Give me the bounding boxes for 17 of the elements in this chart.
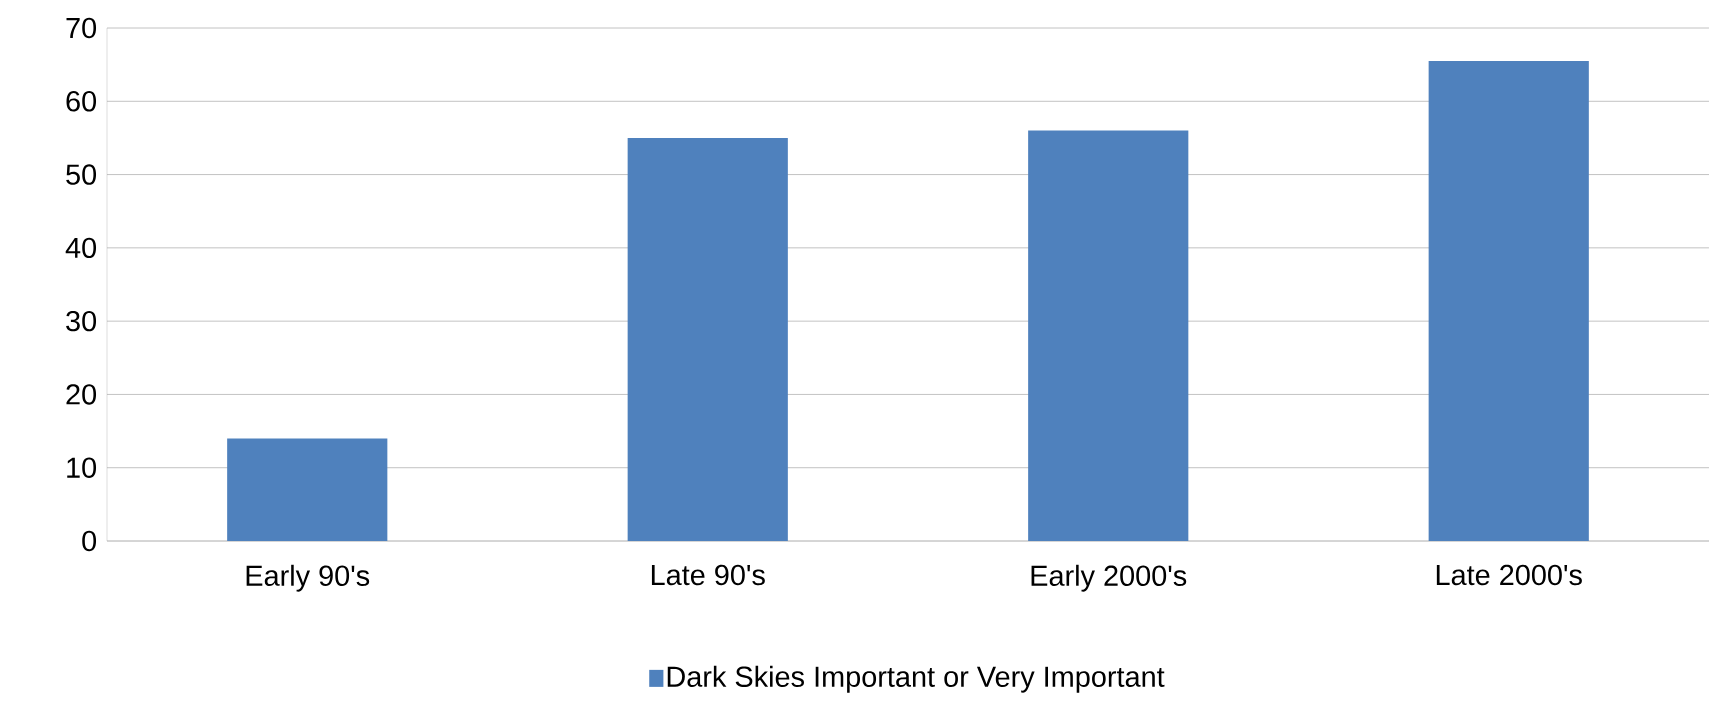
legend-label: Dark Skies Important or Very Important <box>667 665 1165 693</box>
y-tick-label: 10 <box>67 457 97 478</box>
y-tick-label: 40 <box>65 237 97 259</box>
bar <box>1428 60 1589 541</box>
bar <box>627 137 788 541</box>
x-tick-label: Late 2000's <box>1436 564 1582 586</box>
y-tick-label: 50 <box>66 164 97 185</box>
bar <box>227 438 388 541</box>
bar <box>1028 130 1189 541</box>
y-tick-label: 0 <box>82 530 97 552</box>
x-tick-label: Late 90's <box>651 564 765 586</box>
y-tick-label: 30 <box>66 310 97 332</box>
x-tick-label: Early 90's <box>246 564 370 592</box>
y-tick-label: 20 <box>66 384 97 405</box>
y-tick-label: 70 <box>66 17 97 39</box>
x-tick-label: Early 2000's <box>1031 564 1187 592</box>
y-tick-label: 60 <box>66 91 97 112</box>
